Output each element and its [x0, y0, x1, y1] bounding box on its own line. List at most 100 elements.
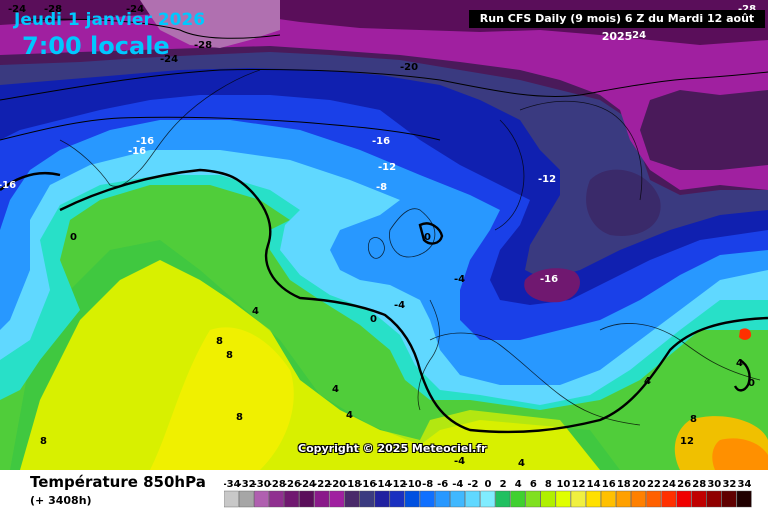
legend-tick-label: 26 — [677, 479, 691, 490]
legend-tick-label: -34 — [224, 479, 241, 490]
legend-swatch — [631, 490, 646, 508]
legend-swatch — [224, 490, 239, 508]
legend-tick-label: 2 — [500, 479, 507, 490]
legend-tick-label: -18 — [343, 479, 361, 490]
isotherm-label: -8 — [376, 182, 388, 193]
isotherm-zero — [59, 168, 768, 434]
legend-swatch — [736, 490, 752, 508]
legend-swatch — [374, 490, 390, 508]
isotherm-label: -4 — [454, 456, 466, 467]
legend-swatch — [600, 490, 616, 508]
isotherm-label: 0 — [748, 378, 755, 389]
variable-title: Température 850hPa — [30, 473, 206, 491]
legend-swatch — [616, 490, 631, 508]
color-scale-legend: -34-32-30-28-26-24-22-20-18-16-14-12-10-… — [224, 479, 752, 508]
isotherm-label: -16 — [540, 274, 559, 285]
isotherm-label: 8 — [690, 414, 697, 425]
valid-time: 7:00 locale — [22, 32, 170, 60]
isotherm-label: -16 — [0, 180, 17, 191]
legend-swatch — [238, 490, 254, 508]
legend-swatch — [254, 490, 269, 508]
isotherm-lines — [0, 18, 768, 141]
zone-east-red-dot — [739, 328, 752, 340]
zone-europe-cold-pocket — [524, 268, 580, 303]
forecast-lead: (+ 3408h) — [30, 494, 92, 507]
legend-tick-label: 20 — [632, 479, 646, 490]
isotherm-zero-north — [0, 171, 444, 245]
legend-tick-label: 32 — [722, 479, 736, 490]
legend-swatch — [359, 490, 375, 508]
isotherm-label: 8 — [216, 336, 223, 347]
isotherm-label: -16 — [128, 146, 147, 157]
isotherm-label: -20 — [400, 62, 419, 73]
isotherm-label: 4 — [736, 358, 743, 369]
zone-scandinavia-pocket — [586, 169, 661, 236]
isotherm-label: -16 — [136, 136, 155, 147]
legend-swatch — [495, 490, 511, 508]
legend-swatch — [465, 490, 481, 508]
legend-swatch — [721, 490, 737, 508]
run-info-banner: Run CFS Daily (9 mois) 6 Z du Mardi 12 a… — [469, 10, 765, 43]
isotherm-label: 4 — [644, 376, 651, 387]
legend-swatch — [585, 490, 601, 508]
legend-tick-label: -16 — [358, 479, 376, 490]
legend-swatch — [676, 490, 692, 508]
legend-swatch — [329, 490, 345, 508]
legend-swatch — [284, 490, 299, 508]
isotherm-label: -28 — [44, 4, 63, 15]
legend-tick-label: -4 — [452, 479, 463, 490]
zone-magenta — [0, 0, 768, 190]
legend-tick-label: 4 — [515, 479, 522, 490]
legend-tick-label: 0 — [485, 479, 492, 490]
isotherm-label: -12 — [538, 174, 557, 185]
isotherm-label: -24 — [628, 30, 647, 41]
legend-tick-label: 28 — [692, 479, 706, 490]
legend-swatch — [706, 490, 722, 508]
isotherm-label: 8 — [226, 350, 233, 361]
legend-tick-label: 18 — [617, 479, 631, 490]
isotherm-label: -4 — [454, 274, 466, 285]
legend-swatch — [570, 490, 586, 508]
legend-tick-label: -8 — [422, 479, 433, 490]
legend-tick-label: 6 — [530, 479, 537, 490]
valid-date: Jeudi 1 janvier 2026 — [14, 10, 206, 30]
isotherm-label: 8 — [236, 412, 243, 423]
legend-tick-label: -14 — [373, 479, 391, 490]
legend-tick-label: 10 — [556, 479, 570, 490]
legend-tick-label: 8 — [545, 479, 552, 490]
isotherm-label: -28 — [194, 40, 213, 51]
isotherm-label: -24 — [126, 4, 145, 15]
isotherm-label: 0 — [370, 314, 377, 325]
legend-tick-label: -20 — [328, 479, 346, 490]
legend-swatch — [419, 490, 435, 508]
isotherm-zero-east — [733, 358, 751, 392]
isotherm-label: 0 — [424, 232, 431, 243]
isotherm-label: -4 — [394, 300, 406, 311]
legend-swatch — [269, 490, 284, 508]
legend-tick-label: -30 — [253, 479, 271, 490]
legend-swatch — [344, 490, 360, 508]
legend-tick-label: -24 — [298, 479, 316, 490]
isotherm-label: 8 — [40, 436, 47, 447]
legend-swatch — [450, 490, 466, 508]
zone-east-med-hot — [712, 438, 768, 470]
legend-swatch — [646, 490, 662, 508]
legend-tick-label: 22 — [647, 479, 661, 490]
zone-greenland-mauve — [140, 0, 280, 48]
legend-tick-label: 12 — [572, 479, 586, 490]
legend-swatch — [540, 490, 556, 508]
legend-swatch — [525, 490, 541, 508]
isotherm-label: 4 — [332, 384, 339, 395]
legend-tick-label: 16 — [602, 479, 616, 490]
legend-tick-label: 30 — [707, 479, 721, 490]
copyright-notice: Copyright © 2025 Meteociel.fr — [298, 442, 487, 455]
isotherm-label: 4 — [346, 410, 353, 421]
isotherm-label: -24 — [8, 4, 27, 15]
legend-swatch — [510, 490, 526, 508]
legend-swatch — [434, 490, 450, 508]
legend-tick-label: -10 — [404, 479, 422, 490]
isotherm-label: 12 — [680, 436, 694, 447]
legend-swatch — [555, 490, 571, 508]
legend-tick-label: -2 — [467, 479, 478, 490]
